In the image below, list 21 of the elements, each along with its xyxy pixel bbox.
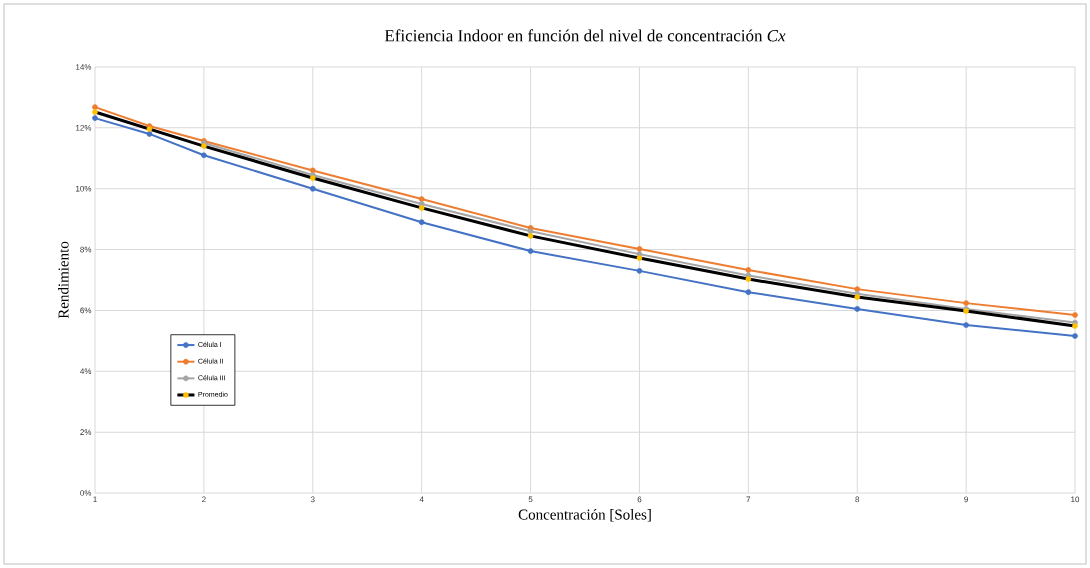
x-tick-label: 7 [746, 496, 751, 503]
x-tick-label: 4 [419, 496, 424, 503]
y-tick-label: 2% [80, 429, 92, 435]
x-tick-label: 6 [637, 496, 642, 503]
x-tick-label: 5 [528, 496, 533, 503]
x-tick-label: 8 [855, 496, 860, 503]
x-tick-label: 2 [202, 496, 206, 503]
y-tick-label: 0% [80, 490, 92, 496]
x-tick-label: 10 [1071, 496, 1080, 503]
y-tick-label: 12% [76, 125, 92, 131]
x-tick-label: 9 [964, 496, 968, 503]
y-axis-title: Rendimiento [58, 241, 69, 319]
y-tick-label: 14% [76, 64, 92, 70]
y-tick-label: 8% [80, 246, 92, 253]
chart-title: Eficiencia Indoor en función del nivel de concentración Cx [384, 29, 786, 42]
x-axis-title: Concentración [Soles] [518, 509, 651, 522]
y-tick-label: 10% [76, 185, 92, 192]
y-tick-label: 4% [80, 368, 92, 375]
y-tick-label: 6% [80, 307, 92, 314]
x-tick-label: 1 [93, 496, 97, 503]
x-tick-label: 3 [310, 496, 315, 503]
